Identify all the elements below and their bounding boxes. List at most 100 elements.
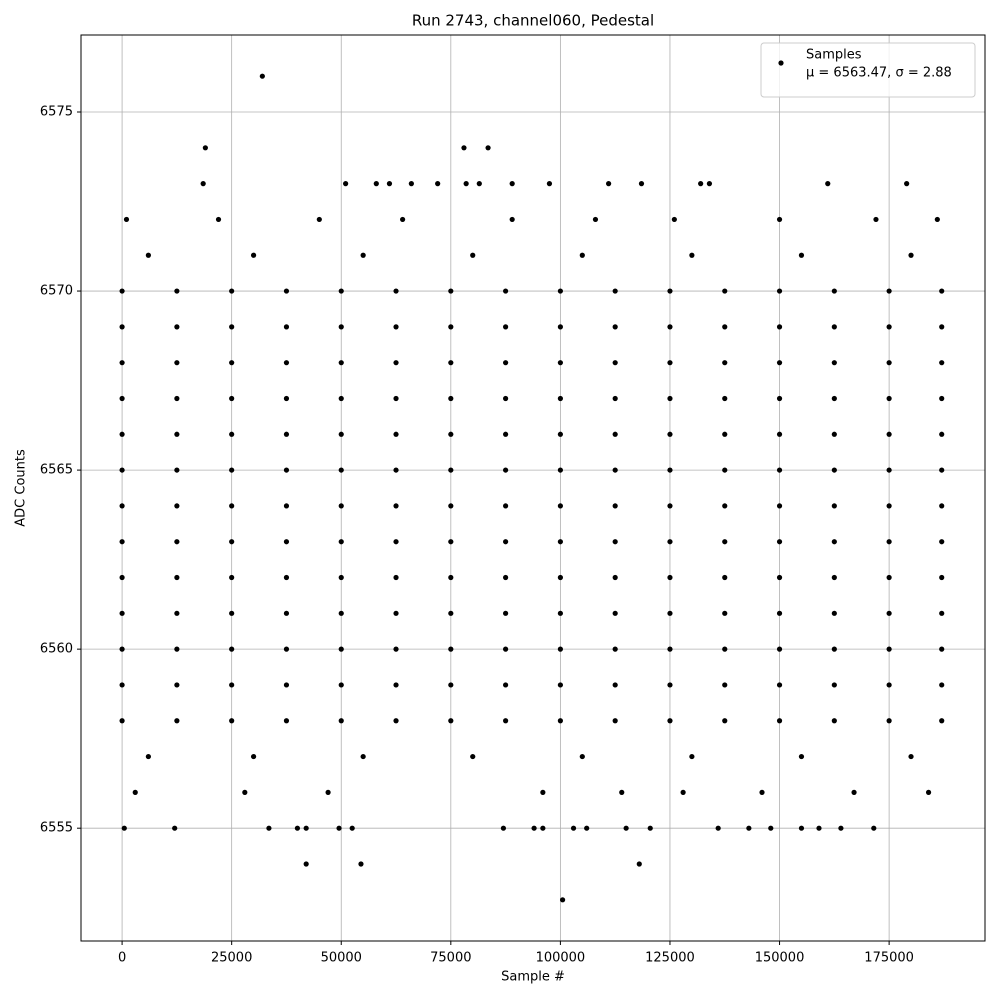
point xyxy=(557,395,563,402)
point xyxy=(776,360,783,366)
point xyxy=(393,682,399,688)
point xyxy=(448,324,454,330)
point xyxy=(229,539,235,545)
point xyxy=(283,503,290,509)
point xyxy=(283,539,290,545)
point xyxy=(485,145,491,151)
point xyxy=(746,825,752,831)
point xyxy=(776,646,783,652)
point xyxy=(886,431,892,437)
point xyxy=(831,324,837,330)
point xyxy=(360,753,366,760)
point xyxy=(463,181,469,187)
point xyxy=(119,431,125,437)
point xyxy=(557,431,563,437)
point xyxy=(283,431,290,437)
point xyxy=(338,467,344,473)
point xyxy=(145,252,151,258)
point xyxy=(722,360,728,366)
point xyxy=(503,539,509,545)
y-tick-label: 6555 xyxy=(40,821,73,836)
x-tick-label: 50000 xyxy=(321,951,362,966)
point xyxy=(119,682,125,688)
point xyxy=(500,825,507,831)
point xyxy=(886,574,892,581)
point xyxy=(448,360,454,366)
point xyxy=(200,181,206,187)
legend-box xyxy=(760,42,976,98)
point xyxy=(831,539,837,545)
point xyxy=(338,682,344,688)
y-tick-label: 6560 xyxy=(40,642,73,657)
point xyxy=(579,753,585,760)
point xyxy=(612,503,618,509)
point xyxy=(667,718,673,724)
point xyxy=(722,646,728,652)
point xyxy=(776,574,783,581)
point xyxy=(119,288,125,294)
point xyxy=(939,646,945,652)
point xyxy=(768,825,774,831)
point xyxy=(393,610,399,616)
point xyxy=(242,789,248,795)
point xyxy=(503,324,509,330)
point xyxy=(939,360,945,366)
x-tick-label: 150000 xyxy=(755,951,805,966)
point xyxy=(715,825,721,831)
point xyxy=(338,646,344,652)
point xyxy=(503,718,509,724)
point xyxy=(325,789,331,795)
point xyxy=(393,574,399,581)
point xyxy=(667,324,673,330)
point xyxy=(831,574,837,581)
point xyxy=(121,825,127,831)
point xyxy=(776,216,783,223)
point xyxy=(119,539,125,545)
point xyxy=(776,324,783,330)
point xyxy=(503,503,509,509)
point xyxy=(831,646,837,652)
x-tick-label: 175000 xyxy=(864,951,914,966)
point xyxy=(612,395,618,402)
point xyxy=(592,216,599,223)
point xyxy=(612,646,618,652)
point xyxy=(393,467,399,473)
point xyxy=(470,252,476,258)
point xyxy=(831,682,837,688)
point xyxy=(503,574,509,581)
point xyxy=(722,467,728,473)
y-tick-label: 6570 xyxy=(40,284,73,299)
point xyxy=(393,360,399,366)
point xyxy=(336,825,342,831)
point xyxy=(174,646,180,652)
point xyxy=(503,431,509,437)
point xyxy=(503,395,509,402)
point xyxy=(934,216,940,223)
point xyxy=(557,467,563,473)
plot-frame xyxy=(80,34,986,942)
point xyxy=(816,825,822,831)
point xyxy=(174,467,180,473)
point xyxy=(667,682,673,688)
point xyxy=(667,395,673,402)
point xyxy=(540,825,546,831)
point xyxy=(638,181,645,187)
point xyxy=(667,503,673,509)
point xyxy=(722,288,728,294)
point xyxy=(689,252,695,258)
point xyxy=(174,324,180,330)
point xyxy=(338,718,344,724)
legend-label: Samples xyxy=(806,48,862,63)
point xyxy=(798,825,805,831)
point xyxy=(557,610,563,616)
point xyxy=(831,610,837,616)
point xyxy=(557,360,563,366)
point xyxy=(776,610,783,616)
point xyxy=(250,252,257,258)
point xyxy=(448,395,454,402)
point xyxy=(229,682,235,688)
point xyxy=(448,718,454,724)
point xyxy=(229,467,235,473)
point xyxy=(448,288,454,294)
point xyxy=(612,467,618,473)
